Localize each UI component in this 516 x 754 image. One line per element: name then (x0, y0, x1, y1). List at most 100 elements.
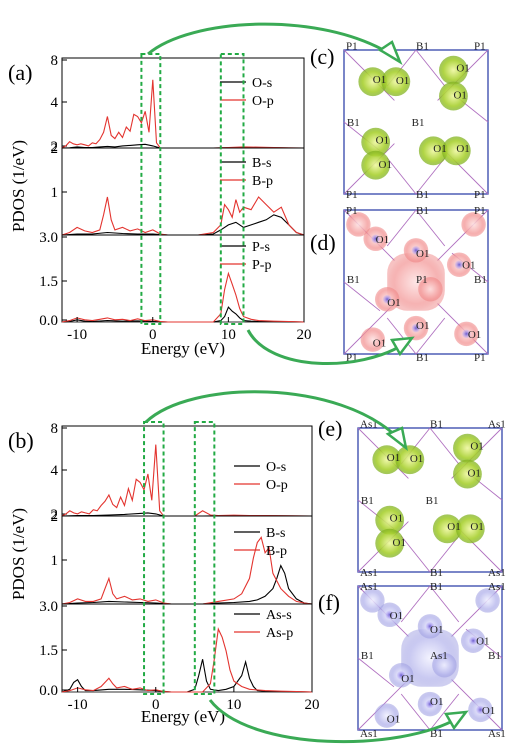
series-line-b-s (61, 214, 305, 236)
d-orbital (346, 212, 371, 237)
d-atom-label: P1 (416, 274, 428, 286)
e-atom-label: O1 (447, 521, 460, 533)
legend-label: As-s (266, 608, 292, 623)
c-atom-label: P1 (346, 189, 358, 201)
d-atom-core (411, 323, 421, 333)
d-bond (415, 209, 446, 247)
e-atom-label: O1 (393, 537, 406, 549)
d-orbital (461, 212, 486, 237)
x-tick-label: 10 (221, 327, 236, 343)
c-orbital (381, 67, 411, 97)
y-tick-label: 2 (51, 141, 59, 157)
arrow-b-to-f (208, 699, 459, 744)
c-atom-label: P1 (474, 189, 486, 201)
e-bond (429, 535, 460, 573)
y-tick-label: 0.0 (39, 313, 58, 329)
legend-label: P-p (252, 258, 271, 273)
x-tick-label: 0 (152, 697, 160, 713)
d-atom-label: B1 (347, 274, 360, 286)
d-orbital (418, 276, 443, 302)
e-atom-label: B1 (430, 419, 443, 431)
y-tick-label: 0.0 (39, 683, 58, 699)
c-atom-label: O1 (379, 159, 392, 171)
f-orbital (360, 588, 385, 613)
e-orbital (453, 459, 482, 489)
d-atom-label: O1 (373, 337, 386, 349)
e-atom-label: B1 (426, 495, 439, 507)
d-atom-label: O1 (416, 320, 429, 332)
legend-label: O-s (266, 460, 286, 475)
c-bond (386, 157, 417, 195)
e-orbital (432, 514, 462, 544)
f-atom-label: As1 (488, 728, 506, 740)
e-atom-label: As1 (360, 419, 378, 431)
f-atom-core (385, 610, 394, 620)
y-tick-label: 2 (51, 507, 59, 523)
e-atom-label: As1 (360, 567, 378, 579)
d-atom-label: P1 (346, 352, 358, 364)
f-orbital (432, 652, 457, 678)
f-bond (357, 657, 395, 688)
y-tick-label: 1 (51, 185, 59, 201)
legend-label: B-p (266, 544, 287, 559)
charge-density-panel-c: P1 B1 P1 O1 O1 O1 O1 B1 B1 O1 O1 O1 O1 P1 B1 P1 (343, 41, 489, 201)
f-atom-core (476, 705, 485, 715)
f-atom-label: O1 (387, 713, 400, 725)
legend-label: O-p (266, 478, 288, 493)
y-tick-label: 8 (51, 53, 59, 69)
arrow-a-to-c-head (377, 40, 403, 65)
y-tick-label: 1 (51, 553, 59, 569)
arrow-b-to-f-head (443, 710, 469, 731)
c-atom-label: B1 (416, 189, 429, 201)
f-atom-core (396, 670, 406, 680)
f-atom-label: As1 (430, 650, 448, 662)
panel-b-label: (b) (8, 428, 34, 453)
f-bond (400, 585, 431, 623)
series-line-b-s (61, 564, 313, 605)
legend-label: B-p (252, 174, 273, 189)
x-tick-label: 20 (305, 697, 320, 713)
f-bond (429, 585, 460, 623)
f-atom-label: As1 (360, 728, 378, 740)
f-atom-label: B1 (430, 728, 443, 740)
f-atom-core (425, 699, 435, 709)
highlight-box (193, 421, 216, 695)
x-tick-label: 0 (149, 327, 157, 343)
e-orbital (375, 528, 405, 558)
series-line-as-p (61, 627, 313, 693)
e-atom-label: O1 (410, 453, 423, 465)
d-bond (343, 281, 381, 312)
e-orbital (455, 514, 485, 544)
f-atom-label: O1 (390, 610, 403, 622)
highlight-box (143, 421, 165, 695)
legend-label: O-p (252, 94, 274, 109)
c-bond (415, 49, 446, 87)
d-bond (386, 317, 417, 355)
connector-arrows (144, 22, 469, 744)
d-orbital (360, 327, 386, 352)
d-atom-core (371, 234, 380, 244)
f-atom-label: O1 (476, 636, 489, 648)
c-atom-label: P1 (474, 41, 486, 53)
panel-c-label: (c) (310, 44, 334, 69)
panel-f-label: (f) (318, 590, 340, 615)
c-atom-label: O1 (433, 143, 446, 155)
d-atom-label: O1 (376, 234, 389, 246)
f-atom-label: As1 (488, 581, 506, 593)
y-tick-label: 3.0 (39, 230, 58, 246)
c-atom-label: O1 (396, 75, 409, 87)
c-atom-label: B1 (416, 41, 429, 53)
e-atom-label: O1 (387, 452, 400, 464)
e-atom-label: As1 (488, 419, 506, 431)
f-atom-label: B1 (361, 650, 374, 662)
c-atom-label: O1 (456, 62, 469, 74)
d-atom-label: O1 (468, 329, 481, 341)
e-atom-label: As1 (488, 567, 506, 579)
f-atom-core (425, 622, 435, 631)
e-atom-label: O1 (467, 468, 480, 480)
d-atom-core (462, 329, 471, 339)
legend-label: O-s (252, 76, 272, 91)
legend-label: B-s (252, 156, 271, 171)
